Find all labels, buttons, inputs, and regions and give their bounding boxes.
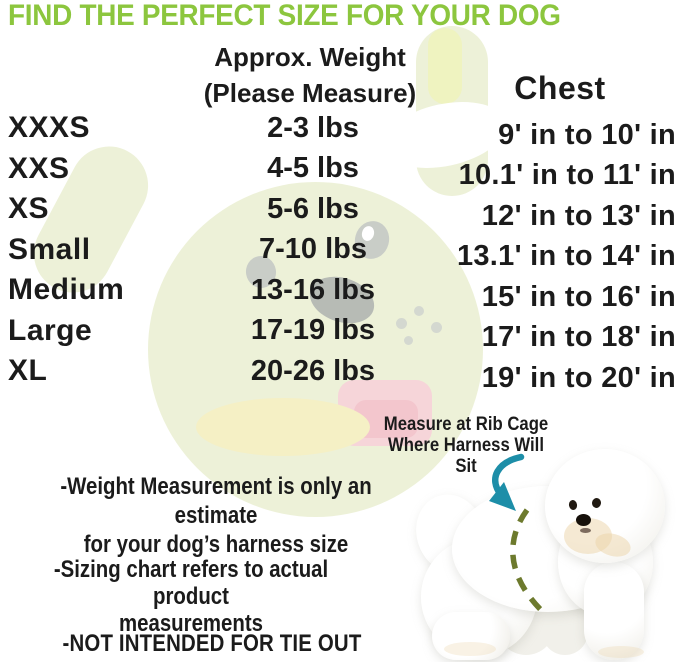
- weight-value: 5-6 lbs: [267, 192, 359, 225]
- weight-value: 2-3 lbs: [267, 111, 359, 144]
- weight-value: 4-5 lbs: [267, 152, 359, 185]
- weight-value: 20-26 lbs: [250, 354, 376, 387]
- size-label: Small: [8, 232, 91, 266]
- dog-mouth: [580, 528, 591, 533]
- weight-value: 17-19 lbs: [250, 314, 376, 347]
- size-label: XXS: [8, 151, 70, 185]
- table-row: Medium 13-16 lbs 15' in to 16' in: [0, 270, 679, 313]
- note-not-tie-out: -NOT INTENDED FOR TIE OUT: [62, 630, 362, 657]
- watermark-paw-dot: [404, 336, 413, 345]
- table-row: XS 5-6 lbs 12' in to 13' in: [0, 189, 679, 232]
- table-row: Small 7-10 lbs 13.1' in to 14' in: [0, 230, 679, 273]
- size-label: Medium: [8, 273, 125, 307]
- dog-rear-foot: [432, 612, 510, 660]
- table-row: XXS 4-5 lbs 10.1' in to 11' in: [0, 149, 679, 192]
- watermark-paw-dot: [414, 306, 424, 316]
- note-weight-estimate: -Weight Measurement is only an estimate …: [32, 472, 399, 559]
- dog-nose: [576, 514, 591, 526]
- size-table: XXXS 2-3 lbs 9' in to 10' in XXS 4-5 lbs…: [0, 108, 679, 394]
- note-line: for your dog’s harness size: [83, 531, 349, 558]
- watermark-paw-dot: [396, 318, 407, 329]
- table-row: XXXS 2-3 lbs 9' in to 10' in: [0, 108, 679, 151]
- size-label: Large: [8, 313, 93, 347]
- chest-value: 17' in to 18' in: [481, 321, 676, 354]
- note-line: -Weight Measurement is only an estimate: [60, 473, 372, 529]
- dog-front-leg: [584, 562, 644, 660]
- weight-value: 13-16 lbs: [250, 273, 376, 306]
- chest-value: 12' in to 13' in: [481, 199, 676, 232]
- dog-paw-tint: [598, 646, 644, 658]
- note-sizing-chart: -Sizing chart refers to actual product m…: [29, 556, 354, 637]
- chest-column-header: Chest: [514, 70, 606, 106]
- watermark-paw-dot: [431, 322, 442, 333]
- note-line: -Sizing chart refers to actual product: [53, 556, 329, 610]
- dog-paw-tint: [444, 642, 496, 656]
- weight-column-header-line1: Approx. Weight: [214, 42, 406, 72]
- chest-value: 10.1' in to 11' in: [458, 159, 676, 192]
- watermark-yellow-blob: [196, 398, 370, 456]
- chest-value: 15' in to 16' in: [481, 280, 676, 313]
- chest-value: 13.1' in to 14' in: [456, 240, 676, 273]
- measure-callout-line2: Where Harness Will Sit: [388, 435, 544, 477]
- weight-column-header-line2: (Please Measure): [203, 78, 417, 108]
- size-label: XS: [8, 192, 50, 226]
- chest-value: 9' in to 10' in: [498, 118, 676, 151]
- chest-value: 19' in to 20' in: [481, 361, 676, 394]
- size-label: XXXS: [8, 111, 91, 145]
- measure-callout: Measure at Rib Cage Where Harness Will S…: [380, 414, 552, 477]
- table-row: Large 17-19 lbs 17' in to 18' in: [0, 311, 679, 354]
- page-title: FIND THE PERFECT SIZE FOR YOUR DOG: [8, 0, 561, 32]
- measure-callout-line1: Measure at Rib Cage: [383, 414, 549, 435]
- weight-value: 7-10 lbs: [259, 233, 367, 266]
- watermark-ear-highlight: [428, 28, 462, 104]
- table-row: XL 20-26 lbs 19' in to 20' in: [0, 351, 679, 394]
- note-line: measurements: [118, 610, 263, 637]
- size-label: XL: [8, 354, 48, 388]
